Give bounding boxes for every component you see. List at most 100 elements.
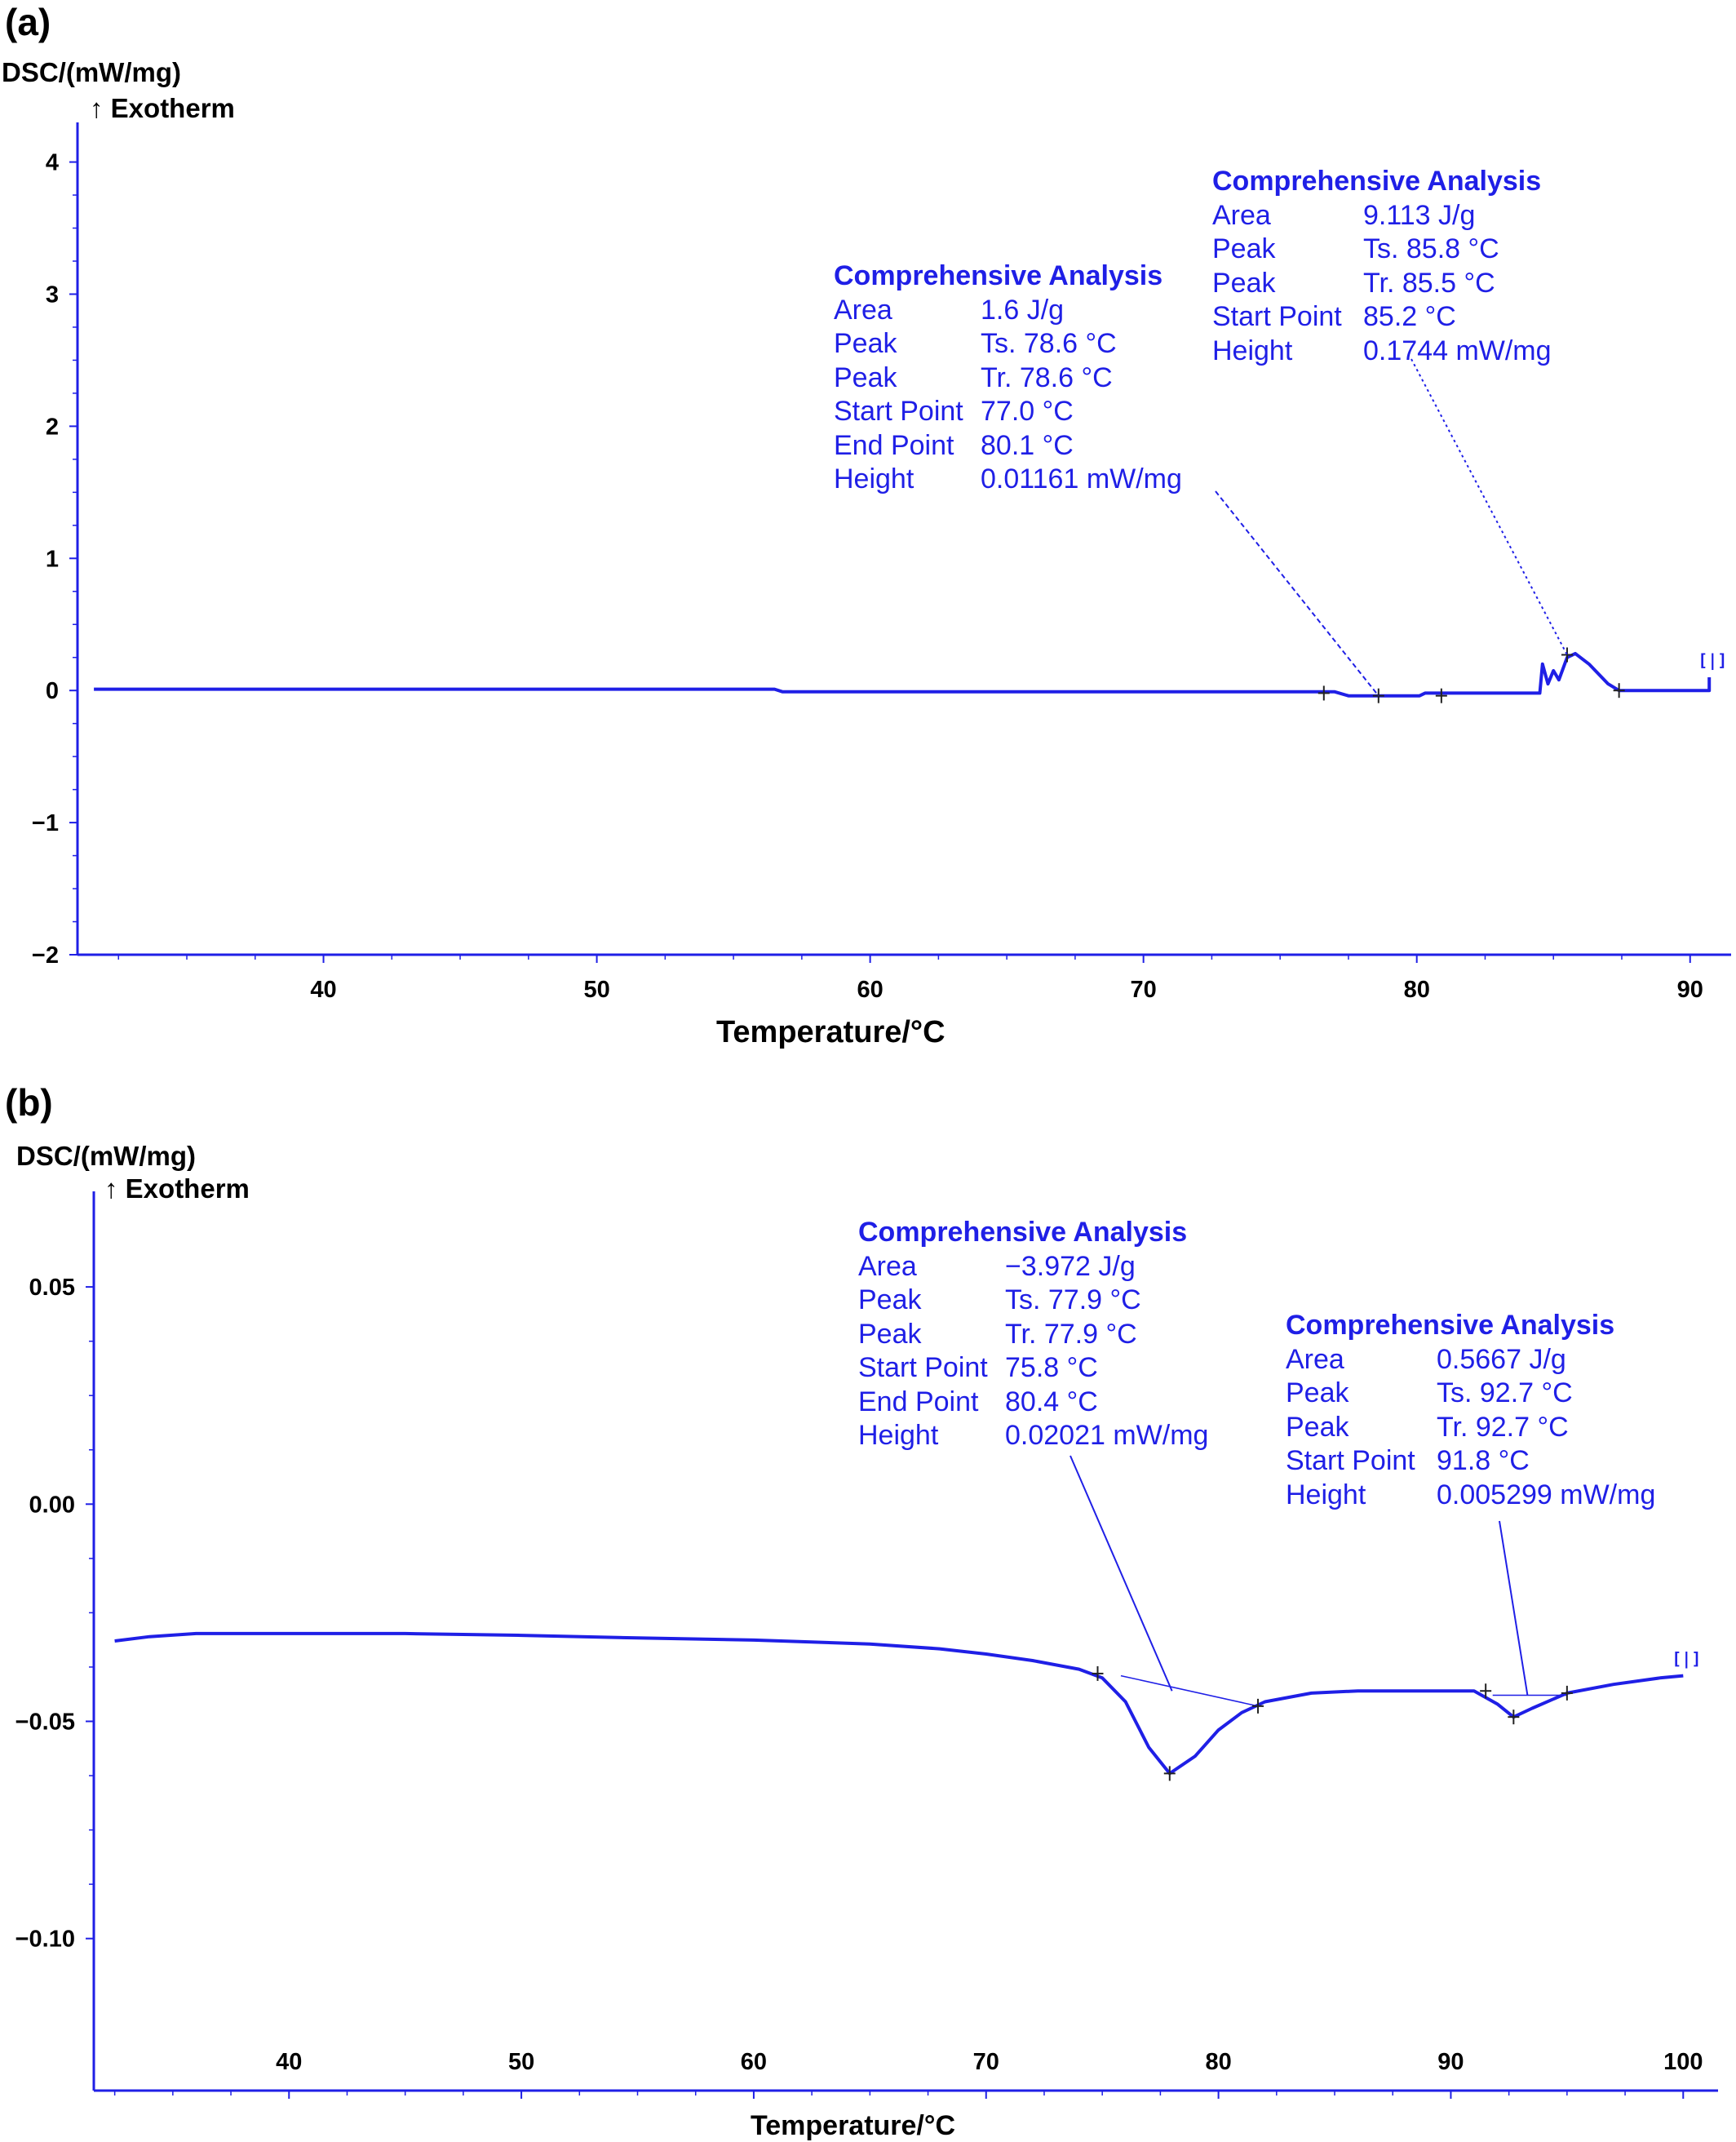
annotation-pointer [1499, 1520, 1529, 1696]
annotation-value: Tr. 77.9 °C [1005, 1318, 1137, 1350]
annotation-label: Area [1286, 1343, 1344, 1375]
x-tick-label: 40 [310, 977, 336, 1003]
y-tick-label: 3 [46, 282, 59, 308]
panel-b: (b) DSC/(mW/mg) ↑ Exotherm 0.05 0.00 −0.05… [0, 1069, 1736, 2141]
annotation-title: Comprehensive Analysis [858, 1217, 1188, 1248]
analysis-marker [1435, 688, 1447, 703]
annotation-value: 80.1 °C [981, 429, 1074, 461]
analysis-marker [1613, 683, 1625, 698]
annotation-value: Tr. 85.5 °C [1363, 267, 1495, 299]
annotation-row: Start Point 77.0 °C [834, 395, 1182, 429]
annotation-value: 9.113 J/g [1363, 199, 1476, 231]
annotation-label: Area [1212, 199, 1271, 231]
annotation-label: Start Point [858, 1352, 988, 1383]
annotation-row: Height 0.1744 mW/mg [1212, 335, 1552, 369]
dsc-curve [94, 651, 1712, 698]
annotation-pointer [1215, 490, 1380, 697]
analysis-marker [1318, 685, 1330, 701]
analysis-marker [1508, 1710, 1520, 1725]
annotation-value: 0.1744 mW/mg [1363, 335, 1552, 366]
analysis-marker [1561, 647, 1573, 663]
x-tick-label: 40 [276, 2049, 302, 2075]
annotation-row: Peak Tr. 85.5 °C [1212, 267, 1552, 301]
x-tick-label: 50 [508, 2049, 534, 2075]
annotation-row: End Point 80.4 °C [858, 1386, 1208, 1420]
dsc-plot-a: 4 3 2 1 0 −1 −2 40 50 60 70 80 90 [|] [32, 122, 1731, 1003]
x-tick-label: 50 [583, 977, 609, 1003]
exotherm-direction-label: ↑ Exotherm [104, 1173, 250, 1204]
annotation-value: 1.6 J/g [981, 294, 1065, 326]
y-tick-label: 1 [46, 546, 59, 572]
annotation-value: Ts. 85.8 °C [1363, 233, 1499, 264]
x-tick-label: 70 [1131, 977, 1157, 1003]
annotation-pointer [1410, 358, 1568, 655]
annotation-row: Area 1.6 J/g [834, 294, 1182, 328]
annotation-label: Start Point [1286, 1445, 1415, 1476]
panel-label: (a) [5, 1, 51, 43]
x-axis-title: Temperature/°C [751, 2110, 956, 2141]
annotation-value: Ts. 92.7 °C [1437, 1377, 1573, 1408]
analysis-marker [1561, 1685, 1573, 1701]
annotation-row: Peak Ts. 77.9 °C [858, 1284, 1208, 1318]
annotation-value: 0.5667 J/g [1437, 1343, 1566, 1375]
annotation-label: Height [858, 1420, 939, 1451]
annotation-value: Ts. 77.9 °C [1005, 1284, 1141, 1315]
annotation-value: 0.005299 mW/mg [1437, 1479, 1656, 1510]
annotation-row: Peak Ts. 92.7 °C [1286, 1377, 1655, 1411]
x-tick-label: 60 [857, 977, 883, 1003]
y-tick-label: −0.10 [16, 1927, 75, 1953]
annotation-value: 80.4 °C [1005, 1386, 1098, 1417]
segment-end-marker: [|] [1698, 650, 1727, 670]
annotation-row: Peak Tr. 92.7 °C [1286, 1411, 1655, 1445]
annotation-label: Peak [1212, 267, 1276, 299]
x-tick-label: 60 [741, 2049, 767, 2075]
annotation-row: Height 0.02021 mW/mg [858, 1419, 1208, 1453]
annotation-label: Height [834, 463, 914, 494]
annotation-row: Start Point 85.2 °C [1212, 300, 1552, 335]
annotation-row: Peak Ts. 85.8 °C [1212, 233, 1552, 267]
analysis-marker [1480, 1683, 1492, 1699]
annotation-value: −3.972 J/g [1005, 1250, 1136, 1282]
annotation-value: 85.2 °C [1363, 301, 1456, 332]
annotation-box: Comprehensive Analysis Area 1.6 J/g Peak Ts.… [834, 259, 1182, 497]
annotation-title: Comprehensive Analysis [1286, 1310, 1615, 1341]
annotation-label: Peak [1286, 1377, 1349, 1408]
annotation-value: Tr. 92.7 °C [1437, 1411, 1569, 1443]
annotation-label: Area [834, 294, 892, 326]
annotation-row: Area 0.5667 J/g [1286, 1343, 1655, 1377]
annotation-box: Comprehensive Analysis Area 0.5667 J/g Peak… [1286, 1309, 1655, 1512]
segment-end-marker: [|] [1672, 1649, 1701, 1669]
annotation-label: Peak [1286, 1411, 1349, 1443]
y-tick-label: 2 [46, 414, 59, 440]
x-tick-label: 90 [1677, 977, 1703, 1003]
analysis-marker [1163, 1766, 1176, 1781]
panel-a: (a) DSC/(mW/mg) ↑ Exotherm 4 3 2 1 0 −1 −2 40 50… [0, 0, 1736, 1069]
dsc-curve [114, 1631, 1684, 1776]
analysis-marker [1252, 1698, 1264, 1714]
annotation-row: Peak Tr. 77.9 °C [858, 1318, 1208, 1352]
x-tick-label: 100 [1663, 2049, 1703, 2075]
annotation-label: Height [1286, 1479, 1366, 1510]
annotation-label: Peak [834, 361, 897, 393]
annotation-value: Tr. 78.6 °C [981, 361, 1113, 393]
annotation-label: Peak [1212, 233, 1276, 264]
y-tick-label: 0 [46, 678, 59, 704]
annotation-label: Start Point [1212, 301, 1342, 332]
annotation-label: Area [858, 1250, 917, 1282]
integration-baseline [1120, 1674, 1259, 1707]
dsc-plot-b: 0.05 0.00 −0.05 −0.10 40 50 60 70 80 90 100 [|] [16, 1191, 1718, 2099]
annotation-box: Comprehensive Analysis Area −3.972 J/g Peak… [858, 1216, 1208, 1453]
y-tick-label: 0.05 [29, 1275, 75, 1301]
annotation-pointer [1070, 1455, 1173, 1692]
annotation-label: Height [1212, 335, 1293, 366]
panel-label: (b) [5, 1081, 53, 1124]
x-tick-label: 90 [1437, 2049, 1464, 2075]
annotation-row: Height 0.005299 mW/mg [1286, 1479, 1655, 1513]
x-axis-title: Temperature/°C [716, 1015, 946, 1049]
y-tick-label: −0.05 [16, 1709, 75, 1735]
y-tick-label: −1 [32, 810, 59, 836]
x-tick-label: 80 [1205, 2049, 1231, 2075]
x-tick-label: 80 [1404, 977, 1430, 1003]
annotation-value: Ts. 78.6 °C [981, 328, 1117, 359]
annotation-box: Comprehensive Analysis Area 9.113 J/g Peak T… [1212, 165, 1552, 368]
